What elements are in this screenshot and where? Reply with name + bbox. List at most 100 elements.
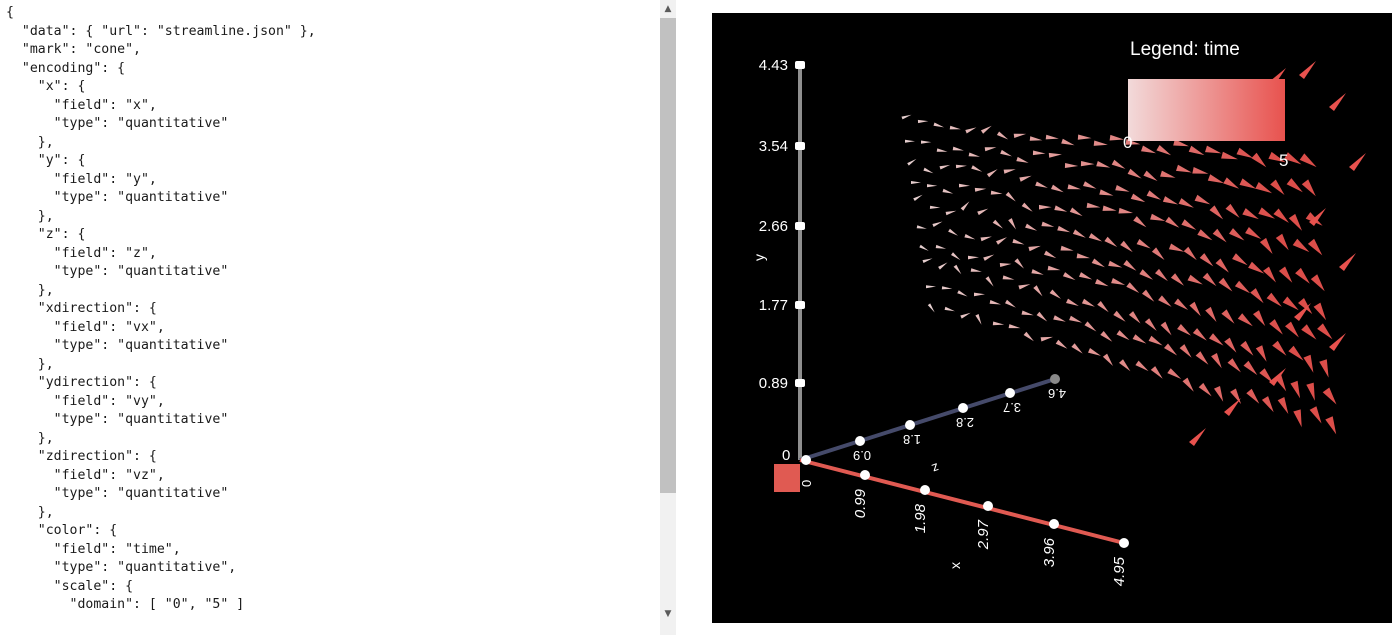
cone-mark xyxy=(1115,185,1130,192)
legend-gradient-bar xyxy=(1128,79,1285,141)
code-line: "y": { xyxy=(6,153,86,168)
cone-mark xyxy=(1109,134,1124,141)
cone-mark xyxy=(1162,196,1179,205)
cone-mark xyxy=(980,125,992,134)
cone-mark xyxy=(1295,267,1310,284)
cone-mark xyxy=(926,285,936,289)
cone-mark xyxy=(955,164,967,169)
cone-mark xyxy=(986,169,998,178)
cone-mark xyxy=(1221,309,1235,324)
cone-mark xyxy=(1062,272,1076,281)
x-axis-tick-label: 4.95 xyxy=(1111,556,1128,586)
code-line: "x": { xyxy=(6,79,86,94)
cone-mark xyxy=(1263,266,1276,283)
code-editor[interactable]: { "data": { "url": "streamline.json" }, … xyxy=(0,0,660,635)
cone-mark xyxy=(1167,368,1182,379)
cone-mark xyxy=(1049,289,1061,299)
cone-mark xyxy=(1319,359,1329,378)
scroll-down-arrow-icon[interactable]: ▼ xyxy=(664,609,672,619)
legend-min-label: 0 xyxy=(1123,133,1132,152)
cone-mark xyxy=(1303,354,1314,373)
z-axis-line xyxy=(799,377,1056,462)
y-axis-tick-label: 2.66 xyxy=(759,218,788,235)
cone-mark xyxy=(1035,181,1048,188)
cone-mark xyxy=(1307,238,1323,256)
z-axis-tick xyxy=(1005,388,1015,398)
code-line: "type": "quantitative" xyxy=(6,486,229,501)
cone-mark xyxy=(1209,205,1224,220)
cone-mark xyxy=(1266,292,1282,307)
cone-mark xyxy=(1329,93,1346,111)
cone-mark xyxy=(960,312,971,319)
cone-mark xyxy=(1099,189,1114,196)
cone-mark xyxy=(1227,358,1241,373)
cone-mark xyxy=(913,194,923,201)
cone-mark xyxy=(996,131,1009,140)
code-line: "type": "quantitative" xyxy=(6,190,229,205)
cone-mark xyxy=(1002,275,1015,280)
cone-mark xyxy=(907,158,917,166)
cone-mark xyxy=(1301,179,1316,197)
cone-mark xyxy=(996,237,1007,245)
cone-mark xyxy=(1066,298,1079,306)
cone-mark xyxy=(1080,161,1095,167)
code-line: }, xyxy=(6,504,54,520)
cone-mark xyxy=(1064,163,1079,168)
cone-mark xyxy=(1187,274,1203,285)
cone-mark xyxy=(985,276,994,287)
code-line: "type": "quantitative" xyxy=(6,412,229,427)
cone-mark xyxy=(901,114,912,120)
cone-mark xyxy=(1095,278,1109,287)
3d-cone-plot-viewer[interactable]: 0.89 1.77 2.66 3.54 4.43 y 0.9 1.8 2.8 3.7 4.6 z 0.9… xyxy=(712,13,1392,623)
cone-mark xyxy=(1199,253,1214,267)
cone-mark xyxy=(1269,319,1283,335)
cone-mark xyxy=(1083,181,1097,189)
cone-mark xyxy=(1251,152,1267,168)
cone-mark xyxy=(965,127,977,134)
y-axis-tick xyxy=(795,379,805,387)
cone-mark xyxy=(1173,139,1189,147)
cone-mark xyxy=(1232,253,1248,266)
y-axis-label: y xyxy=(751,254,767,261)
code-text[interactable]: { "data": { "url": "streamline.json" }, … xyxy=(6,4,316,615)
cone-mark xyxy=(1012,238,1025,245)
z-axis-tick-label: 3.7 xyxy=(1003,400,1021,415)
code-line: "zdirection": { xyxy=(6,449,157,464)
cone-mark xyxy=(1207,174,1224,184)
legend-max-label: 5 xyxy=(1279,151,1288,170)
cone-mark xyxy=(938,262,948,270)
cone-mark xyxy=(1104,236,1118,247)
cone-mark xyxy=(1139,269,1153,280)
cone-mark xyxy=(1072,229,1086,238)
cone-mark xyxy=(1317,323,1333,340)
cone-mark xyxy=(1230,388,1242,405)
code-line: "ydirection": { xyxy=(6,375,157,390)
plot-canvas[interactable]: 0.89 1.77 2.66 3.54 4.43 y 0.9 1.8 2.8 3.7 4.6 z 0.9… xyxy=(712,13,1392,623)
cone-mark xyxy=(1349,153,1366,171)
cone-mark xyxy=(1202,272,1217,287)
cone-mark xyxy=(1229,228,1245,241)
scroll-up-arrow-icon[interactable]: ▲ xyxy=(664,4,672,14)
x-axis-tick-label: 2.97 xyxy=(975,519,992,550)
cone-mark xyxy=(959,183,970,188)
cone-mark xyxy=(1018,284,1031,290)
cone-mark xyxy=(927,303,935,313)
code-line: }, xyxy=(6,134,54,150)
cone-mark xyxy=(952,146,964,151)
cone-mark xyxy=(1028,245,1041,252)
cone-mark xyxy=(971,165,983,172)
x-axis-tick xyxy=(1049,519,1059,529)
cone-mark xyxy=(1069,207,1083,217)
x-axis-tick-label: 0.99 xyxy=(852,488,869,518)
cone-mark xyxy=(916,225,927,229)
code-line: "field": "vy", xyxy=(6,393,165,409)
cone-mark xyxy=(1041,221,1055,227)
code-line: "type": "quantitative", xyxy=(6,560,237,575)
cone-mark xyxy=(1057,225,1071,233)
cone-mark xyxy=(1102,205,1117,211)
cone-mark xyxy=(1097,301,1109,313)
scrollbar-thumb[interactable] xyxy=(660,18,676,493)
cone-mark xyxy=(941,286,953,290)
cone-mark xyxy=(1225,203,1240,218)
editor-scrollbar[interactable]: ▲ ▼ xyxy=(660,0,676,635)
